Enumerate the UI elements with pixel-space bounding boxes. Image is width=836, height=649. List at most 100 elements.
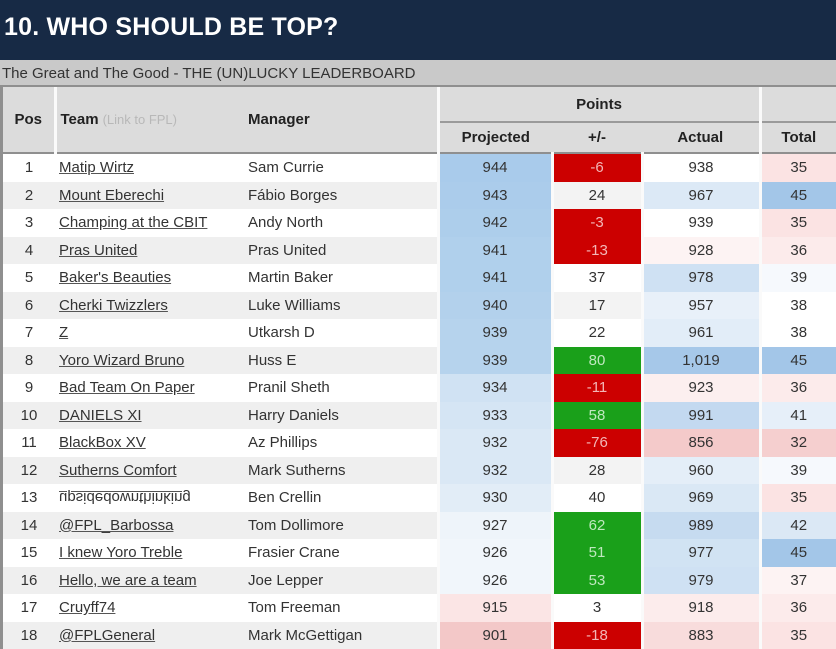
team-link[interactable]: @FPL_Barbossa bbox=[59, 516, 174, 534]
team-link[interactable]: Baker's Beauties bbox=[59, 269, 172, 287]
manager-cell: Mark McGettigan bbox=[248, 621, 438, 649]
total-cell: 32 bbox=[760, 429, 836, 457]
page-title: 10. WHO SHOULD BE TOP? bbox=[4, 13, 339, 41]
column-header-total[interactable]: Total bbox=[760, 121, 836, 153]
table-row: 14 @FPL_Barbossa Tom Dollimore 927 62 989 42 bbox=[3, 511, 836, 539]
position-cell: 6 bbox=[3, 291, 55, 319]
team-link[interactable]: I knew Yoro Treble bbox=[59, 544, 183, 562]
actual-cell: 928 bbox=[642, 236, 762, 264]
team-link[interactable]: Cruyff74 bbox=[59, 599, 116, 617]
team-cell: Cruyff74 bbox=[55, 594, 248, 622]
manager-cell: Sam Currie bbox=[248, 159, 324, 177]
table-row: 5 Baker's Beauties Martin Baker 941 37 978 39 bbox=[3, 264, 836, 292]
manager-cell: Fábio Borges bbox=[248, 181, 438, 209]
team-cell: BlackBox XV bbox=[55, 429, 248, 457]
actual-cell: 967 bbox=[642, 181, 762, 209]
actual-cell: 969 bbox=[642, 484, 762, 512]
column-header-pos[interactable]: Pos bbox=[3, 87, 57, 153]
total-cell: 35 bbox=[760, 484, 836, 512]
total-cell: 39 bbox=[760, 264, 836, 292]
actual-cell: 938 bbox=[642, 153, 762, 182]
table-row: 11 BlackBox XV Az Phillips 932 -76 856 32 bbox=[3, 429, 836, 457]
table-row: 12 Sutherns Comfort Mark Sutherns 932 28 960 3… bbox=[3, 456, 836, 484]
actual-cell: 977 bbox=[642, 539, 762, 567]
actual-cell: 978 bbox=[642, 264, 762, 292]
total-cell: 41 bbox=[760, 401, 836, 429]
team-cell: Champing at the CBIT bbox=[55, 209, 248, 237]
projected-cell: 939 bbox=[436, 319, 552, 347]
table-row: 13 upsidedownthinking Ben Crellin 930 40 969 3… bbox=[3, 484, 836, 512]
team-link[interactable]: Mount Eberechi bbox=[59, 186, 165, 204]
projected-cell: 930 bbox=[436, 484, 552, 512]
total-cell: 45 bbox=[760, 539, 836, 567]
table-row: 2 Mount Eberechi Fábio Borges 943 24 967 45 bbox=[3, 181, 836, 209]
team-link[interactable]: Yoro Wizard Bruno bbox=[59, 351, 185, 369]
diff-cell: 80 bbox=[550, 346, 644, 374]
projected-cell: 939 bbox=[436, 346, 552, 374]
team-link[interactable]: @FPLGeneral bbox=[59, 626, 156, 644]
table-row: 15 I knew Yoro Treble Frasier Crane 926 51 97… bbox=[3, 539, 836, 567]
position-cell: 13 bbox=[20, 489, 38, 507]
team-link[interactable]: Pras United bbox=[59, 241, 138, 259]
column-header-manager[interactable]: Manager bbox=[248, 87, 438, 153]
diff-cell: 40 bbox=[550, 484, 644, 512]
total-cell: 35 bbox=[760, 153, 836, 182]
team-cell: Bad Team On Paper bbox=[55, 374, 248, 402]
column-header-team[interactable]: Team (Link to FPL) bbox=[55, 87, 248, 153]
team-cell: Pras United bbox=[55, 236, 248, 264]
total-cell: 45 bbox=[760, 346, 836, 374]
team-link[interactable]: Champing at the CBIT bbox=[59, 214, 208, 232]
manager-cell: Ben Crellin bbox=[248, 489, 322, 507]
actual-cell: 979 bbox=[642, 566, 762, 594]
team-cell: Mount Eberechi bbox=[55, 181, 248, 209]
total-cell: 38 bbox=[760, 291, 836, 319]
actual-cell: 961 bbox=[642, 319, 762, 347]
manager-cell: Joe Lepper bbox=[248, 566, 438, 594]
projected-cell: 926 bbox=[436, 539, 552, 567]
position-cell: 14 bbox=[3, 511, 55, 539]
team-link[interactable]: Matip Wirtz bbox=[59, 159, 134, 177]
column-header-diff[interactable]: +/- bbox=[552, 121, 642, 153]
actual-cell: 991 bbox=[642, 401, 762, 429]
team-link[interactable]: DANIELS XI bbox=[59, 406, 142, 424]
team-cell: Sutherns Comfort bbox=[55, 456, 248, 484]
team-link[interactable]: Sutherns Comfort bbox=[59, 461, 177, 479]
actual-cell: 918 bbox=[642, 594, 762, 622]
column-header-projected[interactable]: Projected bbox=[436, 121, 552, 153]
column-group-blank bbox=[760, 87, 836, 122]
team-link[interactable]: Cherki Twizzlers bbox=[59, 296, 168, 314]
position-cell: 5 bbox=[24, 269, 34, 287]
projected-cell: 901 bbox=[436, 621, 552, 649]
total-cell: 45 bbox=[760, 181, 836, 209]
position-cell: 2 bbox=[3, 181, 55, 209]
team-link[interactable]: upsidedownthinking bbox=[59, 489, 191, 507]
team-link[interactable]: Z bbox=[59, 324, 69, 342]
manager-cell: Tom Dollimore bbox=[248, 511, 438, 539]
position-cell: 4 bbox=[3, 236, 55, 264]
team-link[interactable]: Bad Team On Paper bbox=[59, 379, 195, 397]
diff-cell: 22 bbox=[550, 319, 644, 347]
table-row: 18 @FPLGeneral Mark McGettigan 901 -18 883 35 bbox=[3, 621, 836, 649]
actual-cell: 1,019 bbox=[642, 346, 762, 374]
table-row: 4 Pras United Pras United 941 -13 928 36 bbox=[3, 236, 836, 264]
team-cell: upsidedownthinking bbox=[55, 484, 248, 512]
column-header-actual[interactable]: Actual bbox=[642, 121, 762, 153]
manager-cell: Martin Baker bbox=[248, 269, 334, 287]
team-cell: Z bbox=[55, 319, 248, 347]
team-cell: Yoro Wizard Bruno bbox=[55, 346, 248, 374]
total-cell: 37 bbox=[760, 566, 836, 594]
table-row: 17 Cruyff74 Tom Freeman 915 3 918 36 bbox=[3, 594, 836, 622]
actual-cell: 957 bbox=[642, 291, 762, 319]
table-row: 9 Bad Team On Paper Pranil Sheth 934 -11 923 3… bbox=[3, 374, 836, 402]
diff-cell: 58 bbox=[550, 401, 644, 429]
table-row: 10 DANIELS XI Harry Daniels 933 58 991 41 bbox=[3, 401, 836, 429]
team-cell: Matip Wirtz bbox=[55, 153, 248, 182]
diff-cell: -11 bbox=[550, 374, 644, 402]
team-link[interactable]: Hello, we are a team bbox=[59, 571, 197, 589]
projected-cell: 926 bbox=[436, 566, 552, 594]
manager-cell: Frasier Crane bbox=[248, 544, 340, 562]
team-link[interactable]: BlackBox XV bbox=[59, 434, 146, 452]
actual-cell: 960 bbox=[642, 456, 762, 484]
position-cell: 11 bbox=[21, 434, 37, 452]
table-row: 8 Yoro Wizard Bruno Huss E 939 80 1,019 45 bbox=[3, 346, 836, 374]
